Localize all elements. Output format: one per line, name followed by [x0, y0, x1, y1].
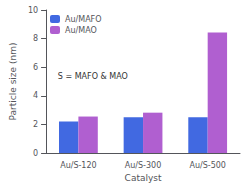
svg-text:Au/S-300: Au/S-300: [125, 161, 161, 170]
svg-text:Au/MAFO: Au/MAFO: [65, 15, 102, 24]
svg-text:Catalyst: Catalyst: [125, 173, 162, 183]
svg-text:10: 10: [28, 6, 38, 15]
svg-text:6: 6: [33, 63, 38, 72]
svg-text:Au/S-120: Au/S-120: [60, 161, 96, 170]
svg-text:S = MAFO & MAO: S = MAFO & MAO: [58, 72, 128, 81]
svg-text:Au/S-500: Au/S-500: [189, 161, 225, 170]
svg-text:2: 2: [33, 120, 38, 129]
svg-text:0: 0: [33, 149, 38, 158]
svg-text:Au/MAO: Au/MAO: [65, 26, 97, 35]
svg-text:4: 4: [33, 91, 38, 100]
svg-text:8: 8: [33, 34, 38, 43]
svg-text:Particle size (nm): Particle size (nm): [8, 43, 18, 121]
